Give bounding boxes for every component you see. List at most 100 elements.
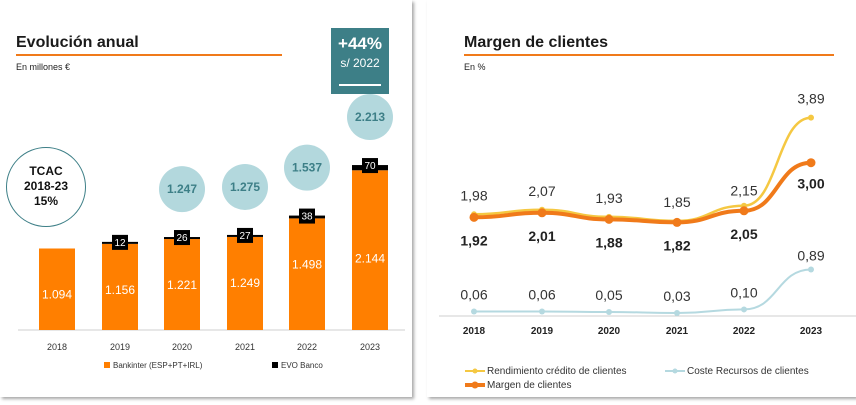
bankinter-value-label: 1.498 <box>292 257 322 271</box>
x-tick-label: 2020 <box>598 326 621 337</box>
evo-value-box <box>362 158 378 174</box>
bankinter-bar <box>289 218 325 330</box>
legend-label-margen: Margen de clientes <box>487 380 572 391</box>
coste-value-label: 0,06 <box>528 286 555 302</box>
rendimiento-value-label: 2,15 <box>730 183 757 199</box>
right-panel: Margen de clientes En % 1,98 2,07 1,93 1,85… <box>427 0 856 397</box>
growth-kpi-caption: s/ 2022 <box>340 56 380 70</box>
margen-value-label: 2,01 <box>528 228 555 244</box>
x-tick-label: 2022 <box>297 342 317 352</box>
tcac-period: 2018-23 <box>23 179 69 193</box>
legend-swatch-bankinter <box>104 362 110 368</box>
margen-point <box>806 158 816 168</box>
legend-label-evo: EVO Banco <box>281 361 323 370</box>
line-chart: 1,98 2,07 1,93 1,85 2,15 3,89 1,92 2,01 1,88 1,82… <box>439 91 856 391</box>
coste-point <box>741 306 747 313</box>
left-title: Evolución anual <box>16 34 139 51</box>
total-bubble <box>222 163 268 210</box>
coste-point <box>471 308 477 315</box>
evo-value-box <box>112 234 128 250</box>
bankinter-bar <box>352 170 388 330</box>
x-tick-label: 2019 <box>110 342 130 352</box>
bankinter-bar <box>227 236 263 330</box>
right-subtitle: En % <box>464 62 486 72</box>
x-tick-label: 2021 <box>235 342 255 352</box>
rendimiento-value-label: 3,89 <box>797 91 824 107</box>
x-tick-label: 2023 <box>360 342 380 352</box>
legend-label-rendimiento: Rendimiento crédito de clientes <box>487 366 627 377</box>
legend-label-bankinter: Bankinter (ESP+PT+IRL) <box>113 361 203 370</box>
total-label: 1.537 <box>292 161 322 175</box>
total-bubble <box>347 94 393 141</box>
x-tick-label: 2023 <box>800 326 823 337</box>
x-tick-label: 2020 <box>172 342 192 352</box>
evo-value-label: 38 <box>301 212 313 223</box>
coste-point <box>606 308 612 315</box>
margen-point <box>672 217 682 227</box>
legend-marker-coste <box>672 368 678 374</box>
x-tick-label: 2018 <box>47 342 67 352</box>
coste-value-label: 0,89 <box>797 247 824 263</box>
coste-value-label: 0,03 <box>663 288 690 304</box>
rendimiento-point <box>808 114 814 121</box>
x-tick-label: 2018 <box>463 326 486 337</box>
rendimiento-value-label: 1,93 <box>595 190 622 206</box>
total-bubble <box>284 144 330 191</box>
rendimiento-value-label: 1,98 <box>460 187 487 203</box>
total-label: 1.247 <box>167 182 197 196</box>
coste-value-label: 0,10 <box>730 284 757 300</box>
tcac-badge: TCAC 2018-23 15% <box>6 147 86 227</box>
evo-value-label: 12 <box>114 238 126 249</box>
margen-value-label: 1,92 <box>460 232 487 248</box>
evo-value-label: 70 <box>364 161 376 172</box>
bar-chart: 1.094 2018 1.156 12 2019 1.221 26 1.247 2020 1.24… <box>18 94 405 370</box>
margen-value-label: 1,88 <box>595 234 622 250</box>
evo-value-box <box>237 227 253 243</box>
legend-label-coste: Coste Recursos de clientes <box>687 366 809 377</box>
margen-value-label: 1,82 <box>663 237 690 253</box>
total-label: 2.213 <box>355 110 385 124</box>
growth-kpi-box: +44% s/ 2022 <box>331 28 389 94</box>
coste-point <box>539 308 545 315</box>
coste-point <box>808 266 814 273</box>
total-bubble <box>159 166 205 213</box>
rendimiento-value-label: 1,85 <box>663 194 690 210</box>
margen-point <box>739 206 749 216</box>
evo-value-label: 26 <box>176 233 188 244</box>
right-title-rule <box>464 54 834 56</box>
coste-value-label: 0,05 <box>595 287 622 303</box>
bankinter-bar <box>102 243 138 330</box>
evo-value-label: 27 <box>239 231 251 242</box>
left-subtitle: En millones € <box>16 62 71 72</box>
rendimiento-value-label: 2,07 <box>528 183 555 199</box>
margen-point <box>537 208 547 218</box>
margen-point <box>469 212 479 222</box>
evo-value-box <box>299 208 315 224</box>
evo-value-box <box>174 230 190 246</box>
margen-value-label: 2,05 <box>730 226 757 242</box>
bankinter-value-label: 2.144 <box>355 251 385 265</box>
x-tick-label: 2022 <box>733 326 756 337</box>
right-title: Margen de clientes <box>464 34 609 51</box>
legend-swatch-evo <box>272 362 278 368</box>
coste-line <box>473 268 812 315</box>
legend-marker-margen <box>471 381 479 389</box>
left-title-rule <box>16 54 282 56</box>
total-label: 1.275 <box>230 180 260 194</box>
tcac-label: TCAC <box>29 164 63 178</box>
margen-line <box>473 160 812 225</box>
coste-point <box>674 309 680 316</box>
x-tick-label: 2021 <box>666 326 689 337</box>
bankinter-bar <box>164 239 200 330</box>
bankinter-value-label: 1.221 <box>167 278 197 292</box>
bankinter-value-label: 1.156 <box>105 283 135 297</box>
margen-value-label: 3,00 <box>797 176 824 192</box>
growth-kpi-underline <box>339 84 381 86</box>
margen-point <box>604 214 614 224</box>
growth-kpi-value: +44% <box>338 34 382 53</box>
bankinter-bar <box>39 248 75 330</box>
x-tick-label: 2019 <box>531 326 554 337</box>
bankinter-value-label: 1.249 <box>230 276 260 290</box>
legend-marker-rendimiento <box>472 368 478 374</box>
bankinter-value-label: 1.094 <box>42 287 72 301</box>
